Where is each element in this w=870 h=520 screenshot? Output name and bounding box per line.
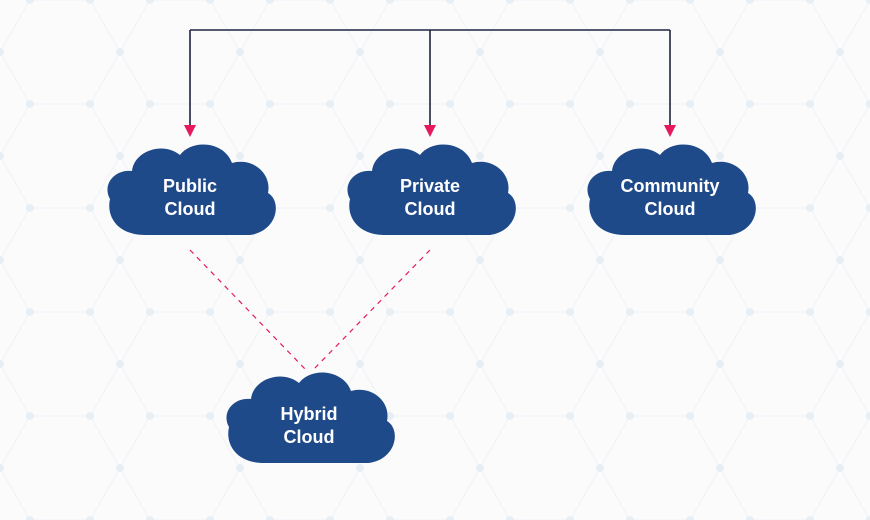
cloud-label-line2: Cloud <box>405 198 456 221</box>
connector-lines <box>0 0 870 520</box>
cloud-label-line2: Cloud <box>645 198 696 221</box>
cloud-node-community: Community Cloud <box>580 135 760 250</box>
cloud-node-hybrid: Hybrid Cloud <box>219 363 399 478</box>
cloud-label-line2: Cloud <box>165 198 216 221</box>
cloud-node-private: Private Cloud <box>340 135 520 250</box>
cloud-label-line1: Private <box>400 175 460 198</box>
cloud-label-line1: Community <box>621 175 720 198</box>
cloud-label-line1: Hybrid <box>280 403 337 426</box>
cloud-label-line2: Cloud <box>284 426 335 449</box>
cloud-label-line1: Public <box>163 175 217 198</box>
cloud-node-public: Public Cloud <box>100 135 280 250</box>
